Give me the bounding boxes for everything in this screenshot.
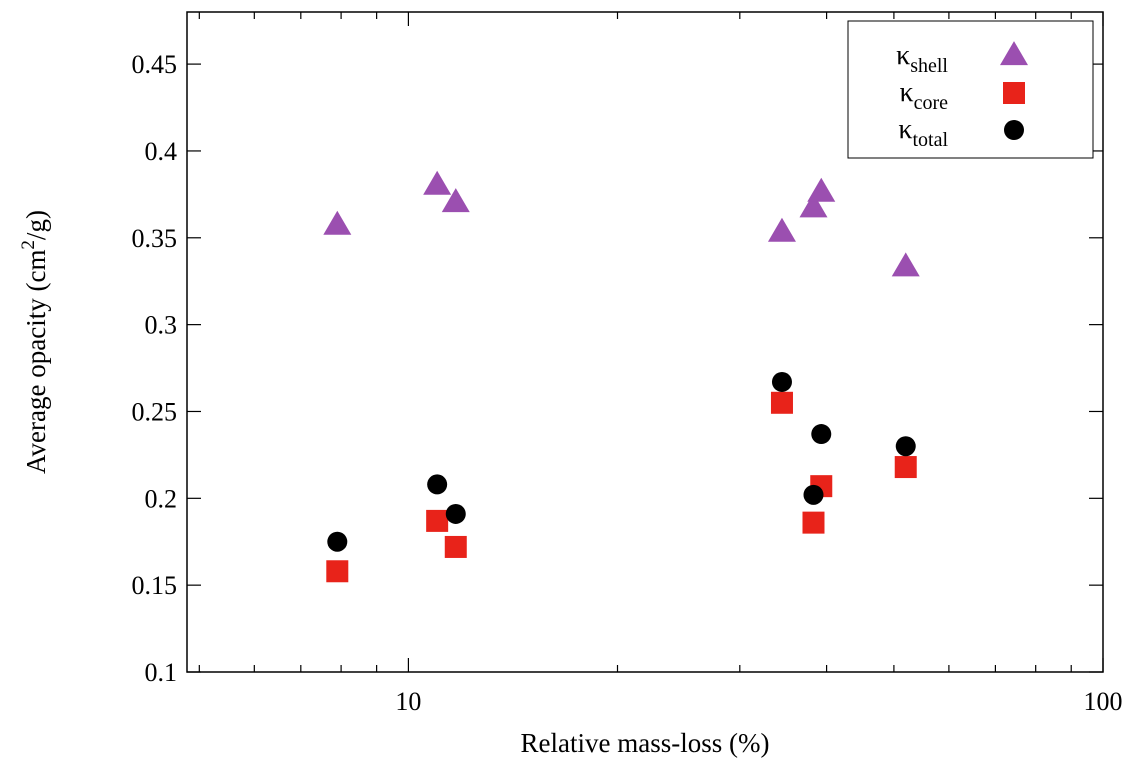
core-point-4 — [802, 511, 825, 534]
y-axis-label-sup: 2 — [18, 240, 39, 250]
y-tick-label-2: 0.2 — [145, 484, 178, 513]
plot-frame — [186, 11, 1104, 673]
x-axis-tick-labels: 10 100 — [395, 687, 1122, 716]
legend-marker-shell — [1000, 41, 1028, 66]
shell-point-0 — [323, 210, 352, 235]
legend-subscript-core: core — [914, 92, 949, 114]
series-shell — [323, 170, 920, 277]
core-point-1 — [426, 509, 449, 532]
total-point-6 — [895, 436, 916, 457]
total-point-5 — [811, 424, 832, 445]
y-tick-label-6: 0.4 — [145, 137, 178, 166]
total-point-4 — [803, 484, 824, 505]
legend-subscript-total: total — [912, 129, 948, 151]
shell-point-4 — [799, 193, 828, 218]
y-tick-label-4: 0.3 — [145, 311, 178, 340]
total-point-1 — [427, 474, 448, 495]
legend-label-shell: κshell — [896, 40, 948, 77]
legend-symbol-core: κ — [899, 77, 913, 108]
y-tick-label-7: 0.45 — [132, 50, 178, 79]
y-axis-tick-labels: 0.1 0.15 0.2 0.25 0.3 0.35 0.4 0.45 — [132, 50, 178, 687]
legend-marker-total — [1004, 120, 1024, 140]
shell-point-5 — [807, 177, 836, 202]
core-point-2 — [444, 535, 467, 558]
core-point-6 — [894, 456, 917, 479]
core-point-3 — [770, 391, 793, 414]
shell-point-6 — [891, 252, 920, 277]
x-axis-label: Relative mass-loss (%) — [521, 728, 770, 758]
legend-subscript-shell: shell — [910, 55, 948, 77]
total-point-0 — [327, 531, 348, 552]
legend-symbol-total: κ — [898, 114, 912, 145]
y-axis-label-suffix: /g) — [21, 210, 51, 240]
x-axis-ticks — [198, 12, 1104, 672]
legend-label-core: κcore — [899, 77, 948, 114]
y-tick-label-0: 0.1 — [145, 658, 178, 687]
shell-point-3 — [767, 217, 796, 242]
y-tick-label-3: 0.25 — [132, 397, 178, 426]
legend-symbol-shell: κ — [896, 40, 910, 71]
x-tick-label-0: 10 — [395, 687, 421, 716]
y-axis-label-prefix: Average opacity (cm — [21, 250, 51, 474]
core-point-0 — [326, 560, 349, 583]
y-axis-label: Average opacity (cm2/g) — [18, 210, 51, 474]
legend-box — [847, 20, 1094, 159]
total-point-2 — [445, 503, 466, 524]
series-core — [326, 391, 917, 583]
y-axis-ticks — [187, 63, 1103, 673]
x-tick-label-1: 100 — [1084, 687, 1123, 716]
legend-marker-core — [1003, 82, 1025, 104]
total-point-3 — [771, 371, 792, 392]
shell-point-2 — [441, 188, 470, 213]
y-tick-label-5: 0.35 — [132, 224, 178, 253]
data-points — [323, 170, 920, 583]
series-total — [327, 371, 916, 552]
y-tick-label-1: 0.15 — [132, 571, 178, 600]
legend-label-total: κtotal — [898, 114, 948, 151]
shell-point-1 — [423, 170, 452, 195]
